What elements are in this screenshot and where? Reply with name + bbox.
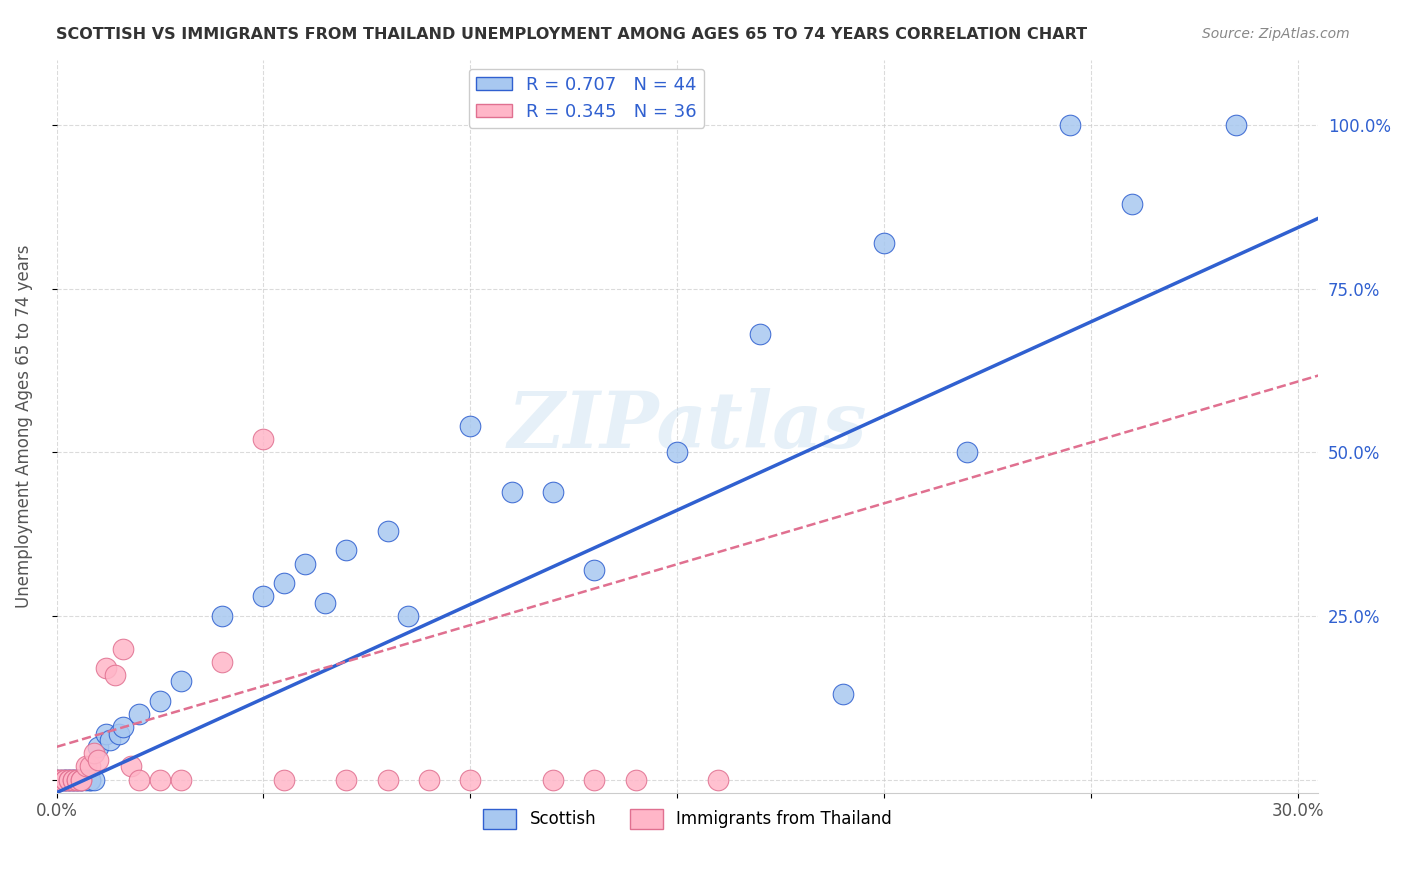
Point (170, 772, 193, 787)
Point (49, 772, 72, 787)
Point (70, 772, 93, 787)
Point (583, 563, 606, 577)
Point (62, 772, 84, 787)
Point (315, 596, 337, 610)
Point (956, 445, 979, 459)
Point (103, 668, 125, 682)
Point (211, 655, 233, 669)
Point (79, 759, 101, 773)
Point (666, 445, 689, 459)
Point (335, 772, 357, 787)
Point (335, 543, 357, 558)
Legend: Scottish, Immigrants from Thailand: Scottish, Immigrants from Thailand (477, 802, 898, 836)
Point (53, 772, 76, 787)
Point (53, 772, 76, 787)
Point (418, 772, 440, 787)
Point (252, 589, 274, 603)
Point (273, 772, 295, 787)
Text: SCOTTISH VS IMMIGRANTS FROM THAILAND UNEMPLOYMENT AMONG AGES 65 TO 74 YEARS CORR: SCOTTISH VS IMMIGRANTS FROM THAILAND UNE… (56, 27, 1087, 42)
Point (58, 772, 80, 787)
Point (83, 747, 105, 761)
Point (70, 772, 93, 787)
Point (45, 772, 67, 787)
Point (66, 772, 89, 787)
Point (128, 707, 150, 722)
Text: Source: ZipAtlas.com: Source: ZipAtlas.com (1202, 27, 1350, 41)
Point (170, 674, 193, 689)
Point (45, 772, 67, 787)
Point (58, 772, 80, 787)
Point (87, 739, 110, 754)
Point (149, 772, 172, 787)
Point (396, 609, 419, 624)
Point (707, 772, 730, 787)
Point (377, 772, 399, 787)
Point (541, 772, 564, 787)
Point (62, 772, 84, 787)
Point (83, 772, 105, 787)
Point (252, 432, 274, 446)
Point (49, 772, 72, 787)
Point (111, 641, 134, 656)
Point (66, 772, 89, 787)
Point (273, 576, 295, 591)
Point (58, 772, 80, 787)
Point (1225, 118, 1247, 132)
Y-axis label: Unemployment Among Ages 65 to 74 years: Unemployment Among Ages 65 to 74 years (15, 244, 32, 607)
Point (624, 772, 647, 787)
Text: ZIPatlas: ZIPatlas (508, 388, 868, 465)
Point (70, 772, 93, 787)
Point (58, 772, 80, 787)
Point (62, 772, 84, 787)
Point (107, 727, 129, 741)
Point (53, 772, 76, 787)
Point (149, 694, 172, 708)
Point (75, 759, 97, 773)
Point (66, 772, 89, 787)
Point (53, 772, 76, 787)
Point (45, 772, 67, 787)
Point (66, 772, 89, 787)
Point (79, 772, 101, 787)
Point (294, 557, 316, 571)
Point (75, 772, 97, 787)
Point (70, 772, 93, 787)
Point (458, 772, 481, 787)
Point (111, 720, 134, 734)
Point (96, 727, 118, 741)
Point (128, 772, 150, 787)
Point (583, 772, 606, 787)
Point (120, 759, 142, 773)
Point (1121, 196, 1143, 211)
Point (541, 484, 564, 499)
Point (100, 733, 122, 747)
Point (62, 772, 84, 787)
Point (87, 753, 110, 767)
Point (873, 235, 896, 250)
Point (79, 772, 101, 787)
Point (501, 484, 523, 499)
Point (831, 688, 853, 702)
Point (458, 419, 481, 434)
Point (377, 524, 399, 538)
Point (211, 609, 233, 624)
Point (748, 327, 770, 342)
Point (1059, 118, 1081, 132)
Point (49, 772, 72, 787)
Point (96, 661, 118, 675)
